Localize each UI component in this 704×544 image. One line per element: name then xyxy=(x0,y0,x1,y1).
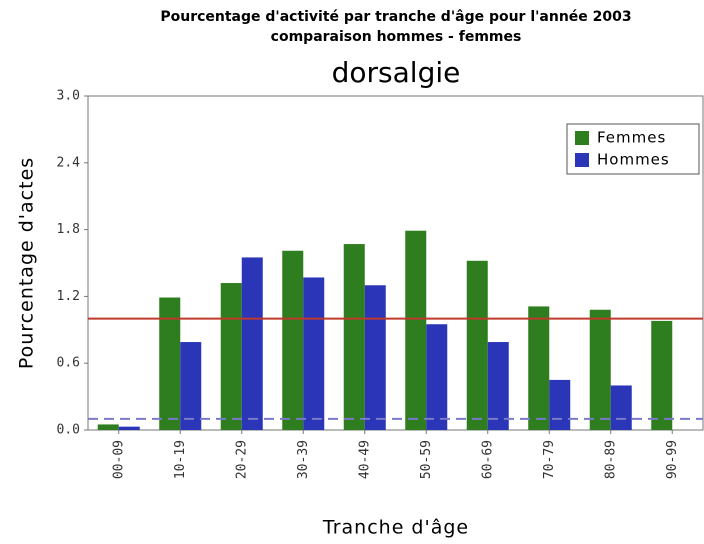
x-tick-label: 10-19 xyxy=(173,440,188,479)
bar xyxy=(180,342,202,430)
legend-label: Femmes xyxy=(597,129,666,147)
x-tick-label: 40-49 xyxy=(357,440,372,479)
y-tick-label: 2.4 xyxy=(57,155,81,170)
bar xyxy=(282,250,304,430)
y-tick-label: 0.6 xyxy=(57,356,80,371)
legend-swatch xyxy=(575,131,589,145)
y-tick-label: 0.0 xyxy=(57,423,80,438)
chart-subtitle: comparaison hommes - femmes xyxy=(271,29,522,45)
plot-title: dorsalgie xyxy=(332,56,461,89)
plot-frame xyxy=(87,95,704,431)
bar xyxy=(405,230,427,430)
y-tick-label: 3.0 xyxy=(57,89,80,104)
x-tick-label: 00-09 xyxy=(111,440,126,479)
x-tick-label: 70-79 xyxy=(542,440,557,479)
y-tick-label: 1.8 xyxy=(57,222,80,237)
bar xyxy=(97,424,119,430)
legend-label: Hommes xyxy=(597,151,670,169)
bar xyxy=(589,309,611,430)
bar xyxy=(466,260,488,430)
bar xyxy=(303,277,325,430)
x-tick-label: 30-39 xyxy=(296,440,311,479)
x-tick-label: 90-99 xyxy=(665,440,680,479)
x-tick-label: 80-89 xyxy=(603,440,618,479)
bar xyxy=(364,285,386,430)
bar xyxy=(528,306,550,430)
x-tick-label: 50-59 xyxy=(419,440,434,479)
x-tick-label: 60-69 xyxy=(480,440,495,479)
bar xyxy=(549,379,571,430)
x-tick-label: 20-29 xyxy=(234,440,249,479)
chart-title: Pourcentage d'activité par tranche d'âge… xyxy=(160,9,631,25)
y-axis-label: Pourcentage d'actes xyxy=(16,157,38,369)
legend-swatch xyxy=(575,153,589,167)
bar xyxy=(610,385,632,430)
bar xyxy=(426,324,448,430)
bar xyxy=(343,244,365,430)
bar xyxy=(651,320,673,430)
bar xyxy=(159,297,181,430)
y-tick-label: 1.2 xyxy=(57,289,80,304)
bar xyxy=(220,283,242,430)
bar xyxy=(487,342,509,430)
bar xyxy=(118,426,140,430)
bar xyxy=(241,257,263,430)
x-axis-label: Tranche d'âge xyxy=(322,517,469,539)
